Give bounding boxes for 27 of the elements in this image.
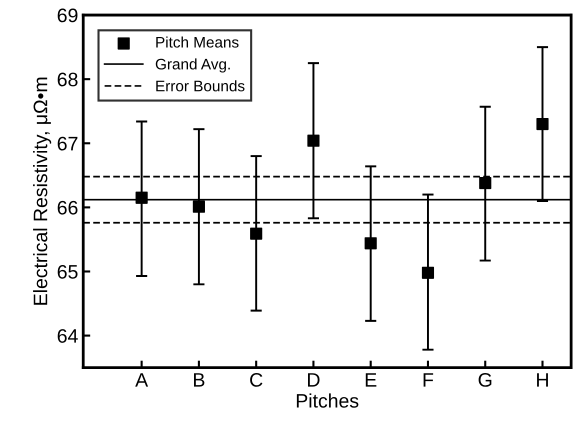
y-tick-label: 67 [58, 136, 78, 151]
point [364, 237, 377, 250]
x-tick-label: D [308, 373, 320, 387]
legend-label: Pitch Means [156, 36, 239, 48]
legend-label: Grand Avg. [156, 58, 230, 73]
x-axis-title: Pitches [296, 393, 358, 408]
point [136, 192, 148, 204]
y-axis-title: Electrical Resistivity, μΩ•m [33, 78, 52, 305]
point [536, 118, 549, 130]
y-tick-label: 68 [58, 72, 78, 86]
point [422, 266, 434, 279]
x-tick-label: E [366, 373, 376, 387]
x-tick-label: B [194, 373, 204, 387]
x-tick-label: C [250, 373, 262, 387]
x-tick-label: A [135, 373, 148, 387]
x-tick-label: G [478, 373, 492, 387]
legend-label: Error Bounds [156, 80, 244, 92]
point [307, 134, 320, 147]
y-tick-label: 65 [58, 264, 78, 279]
y-tick-label: 69 [58, 8, 78, 22]
x-tick-label: F [424, 373, 434, 387]
point [192, 200, 205, 213]
point [479, 176, 492, 190]
point [250, 228, 262, 240]
x-tick-label: H [537, 373, 548, 387]
y-tick-label: 66 [58, 200, 78, 215]
y-tick-label: 64 [58, 329, 78, 343]
